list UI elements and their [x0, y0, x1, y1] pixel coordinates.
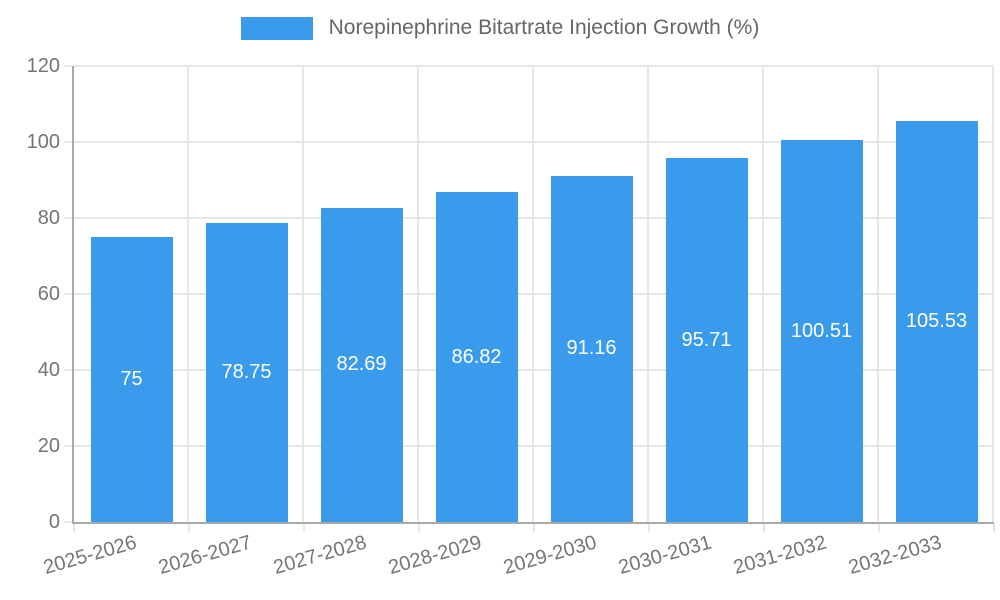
h-gridline: [74, 141, 994, 143]
y-axis-tick-mark: [64, 217, 72, 219]
v-gridline: [762, 66, 764, 522]
plot-area: 75 78.75 82.69 86.82 91.16 95.71 100.51 105.53: [72, 65, 994, 524]
bar-value-label: 86.82: [451, 345, 502, 368]
h-gridline: [74, 369, 994, 371]
y-axis-tick-label: 80: [37, 207, 60, 229]
y-axis-tick-label: 120: [26, 55, 60, 77]
x-axis-tick-mark: [763, 524, 765, 532]
y-axis-tick-label: 40: [37, 359, 60, 381]
bar-value-label: 100.51: [790, 319, 853, 342]
bar-value-label: 95.71: [681, 328, 732, 351]
bar-2028-2029[interactable]: 86.82: [435, 192, 518, 522]
bar-2029-2030[interactable]: 91.16: [550, 175, 633, 522]
v-gridline: [417, 66, 419, 522]
bar-2025-2026[interactable]: 75: [90, 237, 173, 522]
x-axis-tick-label: 2029-2030: [500, 531, 599, 579]
bar-2030-2031[interactable]: 95.71: [665, 158, 748, 522]
y-axis-tick-mark: [64, 65, 72, 67]
y-axis-tick-mark: [64, 369, 72, 371]
legend-label: Norepinephrine Bitartrate Injection Grow…: [328, 16, 760, 39]
y-axis-tick-mark: [64, 141, 72, 143]
bar-2032-2033[interactable]: 105.53: [895, 121, 978, 522]
x-axis-tick-mark: [73, 524, 75, 532]
x-axis-tick-label: 2026-2027: [155, 531, 254, 579]
v-gridline: [877, 66, 879, 522]
bar-value-label: 105.53: [905, 310, 968, 332]
y-axis-tick-label: 20: [37, 435, 60, 457]
v-gridline: [187, 66, 189, 522]
x-axis-tick-label: 2025-2026: [40, 531, 139, 579]
h-gridline: [74, 65, 994, 67]
bar-2027-2028[interactable]: 82.69: [320, 207, 403, 522]
legend-swatch-icon: [240, 16, 313, 40]
y-axis-tick-mark: [64, 445, 72, 447]
y-axis-tick-mark: [64, 293, 72, 295]
y-axis-tick-label: 0: [48, 511, 60, 533]
bar-value-label: 91.16: [566, 337, 617, 360]
chart-legend[interactable]: Norepinephrine Bitartrate Injection Grow…: [0, 16, 1000, 40]
y-axis-tick-label: 60: [37, 283, 60, 305]
h-gridline: [74, 217, 994, 219]
x-axis-tick-label: 2028-2029: [385, 531, 484, 579]
v-gridline: [302, 66, 304, 522]
x-axis-tick-label: 2030-2031: [615, 531, 714, 579]
x-axis-tick-mark: [648, 524, 650, 532]
bar-value-label: 78.75: [221, 360, 272, 383]
y-axis-tick-label: 100: [26, 131, 60, 153]
x-axis-tick-mark: [993, 524, 995, 532]
bar-2026-2027[interactable]: 78.75: [205, 222, 288, 522]
bar-2031-2032[interactable]: 100.51: [780, 140, 863, 522]
v-gridline: [647, 66, 649, 522]
h-gridline: [74, 293, 994, 295]
y-axis-tick-mark: [64, 521, 72, 523]
x-axis-tick-label: 2032-2033: [845, 531, 944, 579]
x-axis-tick-mark: [418, 524, 420, 532]
x-axis-tick-mark: [188, 524, 190, 532]
x-axis-tick-mark: [533, 524, 535, 532]
v-gridline: [532, 66, 534, 522]
bar-value-label: 75: [120, 368, 143, 390]
h-gridline: [74, 445, 994, 447]
x-axis-tick-mark: [303, 524, 305, 532]
bar-value-label: 82.69: [336, 353, 387, 376]
x-axis-tick-mark: [878, 524, 880, 532]
v-gridline: [992, 66, 994, 522]
x-axis-tick-label: 2027-2028: [270, 531, 369, 579]
x-axis-tick-label: 2031-2032: [730, 531, 829, 579]
